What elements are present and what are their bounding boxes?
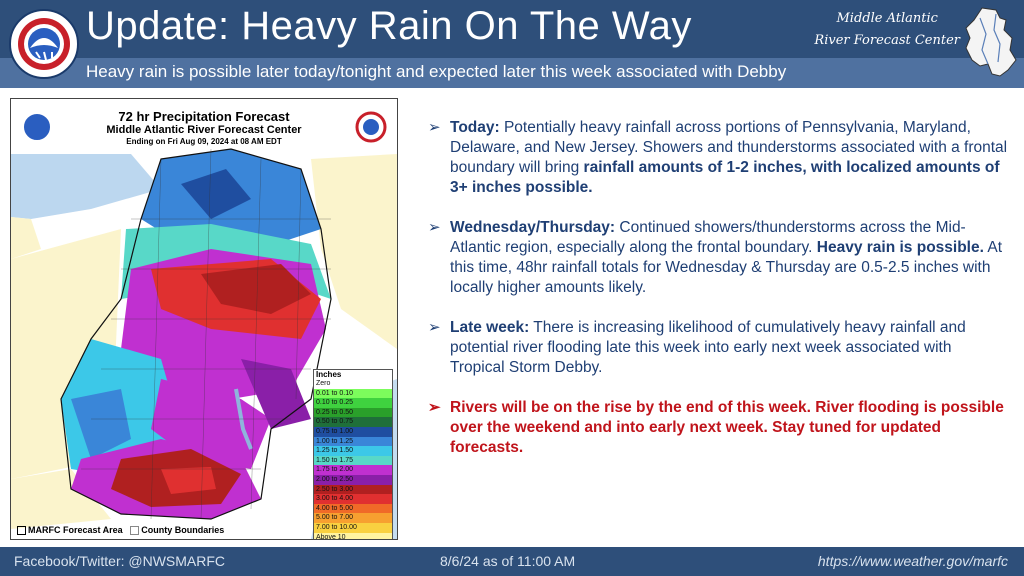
bullet-late-week: ➢ Late week: There is increasing likelih… — [428, 318, 1008, 378]
legend-row: 1.00 to 1.25 — [314, 436, 392, 447]
center-name-line2: River Forecast Center — [814, 33, 960, 48]
legend-row: Zero — [314, 379, 392, 389]
legend-row: 1.75 to 2.00 — [314, 465, 392, 475]
bullet-warning-text: Rivers will be on the rise by the end of… — [450, 399, 1004, 456]
legend-rows: Zero 0.01 to 0.10 0.10 to 0.25 0.25 to 0.50… — [314, 379, 392, 539]
map-subtitle: Middle Atlantic River Forecast Center — [106, 124, 302, 136]
map-key: MARFC Forecast Area County Boundaries — [17, 525, 225, 536]
nws-logo-icon — [9, 9, 79, 79]
mid-atlantic-region-icon — [965, 7, 1017, 77]
bullet-late-lead: Late week: — [450, 319, 530, 336]
legend-row: 3.00 to 4.00 — [314, 494, 392, 504]
arrow-bullet-icon: ➢ — [428, 319, 441, 336]
footer-bar: Facebook/Twitter: @NWSMARFC 8/6/24 as of… — [0, 547, 1024, 576]
legend-row: 2.00 to 2.50 — [314, 474, 392, 485]
legend-row: 0.25 to 0.50 — [314, 407, 392, 418]
legend-title: Inches — [316, 370, 342, 379]
bullet-wed-text2: At this time, 48hr rainfall totals for W… — [450, 239, 1003, 296]
bullet-wed-lead: Wednesday/Thursday: — [450, 219, 616, 236]
footer-social: Facebook/Twitter: @NWSMARFC — [14, 553, 226, 569]
footer-url[interactable]: https://www.weather.gov/marfc — [817, 553, 1008, 569]
arrow-bullet-icon: ➢ — [428, 119, 441, 136]
page-subtitle: Heavy rain is possible later today/tonig… — [86, 62, 787, 81]
bullet-today-bold: rainfall amounts of 1-2 inches, with loc… — [450, 159, 1000, 196]
arrow-bullet-icon: ➢ — [428, 219, 441, 236]
legend-row: 7.00 to 10.00 — [314, 522, 392, 533]
page-title: Update: Heavy Rain On The Way — [86, 4, 692, 48]
forecast-center-name: Middle Atlantic River Forecast Center — [814, 8, 960, 52]
map-title: 72 hr Precipitation Forecast — [118, 109, 290, 124]
bullet-today: ➢ Today: Potentially heavy rainfall acro… — [428, 118, 1008, 198]
bullet-wed-bold: Heavy rain is possible. — [816, 239, 984, 256]
subtitle-bar — [0, 58, 1024, 88]
bullet-wednesday-thursday: ➢ Wednesday/Thursday: Continued showers/… — [428, 218, 1008, 298]
bullet-wed-text1: Continued showers/thunderstorms across t… — [450, 219, 966, 256]
legend-row: 1.25 to 1.50 — [314, 446, 392, 456]
forecast-area-label: MARFC Forecast Area — [28, 525, 123, 535]
forecast-bullets: ➢ Today: Potentially heavy rainfall acro… — [428, 118, 1008, 478]
bullet-late-text: There is increasing likelihood of cumula… — [450, 319, 966, 376]
map-ending-time: Ending on Fri Aug 09, 2024 at 08 AM EDT — [126, 137, 282, 146]
bullet-warning: ➢ Rivers will be on the rise by the end … — [428, 398, 1008, 458]
forecast-area-swatch — [17, 526, 26, 536]
legend-row: Above 10 — [314, 532, 392, 539]
county-label: County Boundaries — [141, 525, 225, 535]
legend-row: 0.50 to 0.75 — [314, 417, 392, 427]
legend-row: 0.75 to 1.00 — [314, 426, 392, 437]
map-legend: Inches Zero 0.01 to 0.10 0.10 to 0.25 0.25 … — [313, 369, 393, 539]
precipitation-map: 72 hr Precipitation Forecast Middle Atla… — [10, 98, 398, 540]
bullet-today-text: Potentially heavy rainfall across portio… — [450, 119, 1008, 176]
arrow-bullet-icon: ➢ — [428, 399, 441, 416]
county-swatch — [130, 526, 140, 536]
center-name-line1: Middle Atlantic — [836, 11, 938, 26]
legend-row: 0.01 to 0.10 — [314, 388, 392, 399]
legend-row: 2.50 to 3.00 — [314, 484, 392, 495]
bullet-today-lead: Today: — [450, 119, 500, 136]
legend-row: 1.50 to 1.75 — [314, 455, 392, 466]
legend-row: 4.00 to 5.00 — [314, 503, 392, 514]
header-bar — [0, 0, 1024, 58]
legend-row: 5.00 to 7.00 — [314, 513, 392, 523]
footer-timestamp: 8/6/24 as of 11:00 AM — [440, 553, 576, 569]
legend-row: 0.10 to 0.25 — [314, 398, 392, 408]
